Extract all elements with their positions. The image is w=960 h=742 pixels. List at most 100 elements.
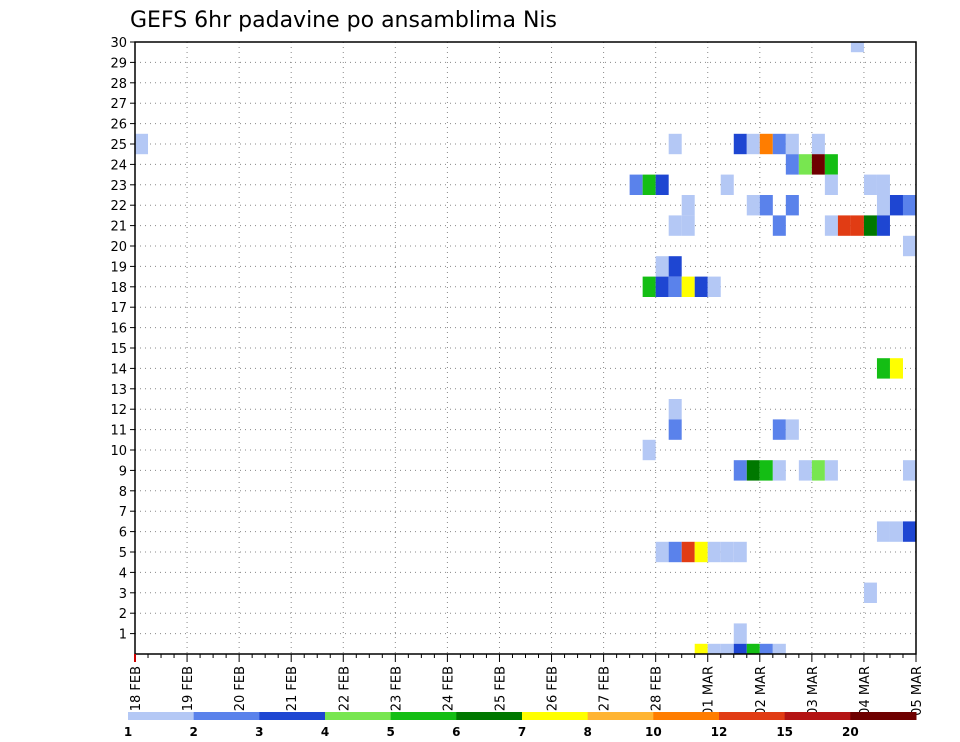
x-tick-label: 19 FEB [181,666,196,711]
x-tick-label: 18 FEB [129,666,144,711]
heatmap-cell [889,521,903,542]
y-tick-label: 7 [119,505,127,520]
legend-label: 7 [518,725,526,739]
heatmap-cell [772,460,786,481]
heatmap-cell [681,195,695,216]
legend-swatch [784,712,851,720]
heatmap-cell [733,133,747,155]
legend-label: 20 [842,725,859,739]
heatmap-cell [707,541,721,563]
y-tick-label: 24 [110,158,127,173]
chart-title: GEFS 6hr padavine po ansamblima Nis [130,8,557,33]
heatmap-cell [707,643,721,654]
heatmap-cell [746,643,760,654]
heatmap-cell [889,358,903,379]
heatmap-cell [668,133,682,155]
y-tick-label: 9 [119,464,127,479]
heatmap-cell [863,215,877,236]
heatmap-cell [811,133,825,155]
heatmap-cell [642,439,656,461]
x-tick-label: 24 FEB [441,666,456,711]
heatmap-cell [863,582,877,603]
heatmap-cell [902,235,916,257]
y-tick-label: 13 [110,383,127,398]
y-tick-label: 2 [119,607,127,622]
legend-swatch [325,712,392,720]
heatmap-cell [135,133,149,155]
heatmap-cell [824,154,838,175]
heatmap-cell [876,174,890,195]
heatmap-cell [772,215,786,236]
heatmap-cell [811,154,825,175]
heatmap-cell [876,215,890,236]
heatmap-cell [902,521,916,542]
legend-swatch [193,712,260,720]
heatmap-cell [668,541,682,563]
y-tick-label: 17 [110,301,127,316]
heatmap-cell [811,460,825,481]
heatmap-cell [694,541,708,563]
x-tick-label: 20 FEB [233,666,248,711]
legend-swatch [390,712,457,720]
legend-swatch [719,712,786,720]
heatmap-cell [759,195,773,216]
x-tick-label: 25 FEB [493,666,508,711]
heatmap-cell [785,133,799,155]
heatmap-cell [889,195,903,216]
y-tick-label: 15 [110,342,127,357]
heatmap-cell [850,42,864,53]
heatmap-cell [733,541,747,563]
heatmap-cell [876,195,890,216]
heatmap-cell [655,174,669,195]
legend-swatch [522,712,589,720]
y-tick-label: 6 [119,526,127,541]
y-tick-label: 21 [110,220,127,235]
heatmap-cell [772,133,786,155]
heatmap-cell [681,215,695,236]
heatmap-cell [668,419,682,440]
x-tick-label: 28 FEB [650,666,665,711]
heatmap-cell [668,399,682,420]
heatmap-cell [746,460,760,481]
heatmap-cell [850,215,864,236]
y-tick-label: 14 [110,362,127,377]
y-tick-label: 5 [119,546,127,561]
y-tick-label: 10 [110,444,127,459]
x-tick-label: 27 FEB [598,666,613,711]
y-tick-label: 30 [110,36,127,51]
y-tick-label: 19 [110,260,127,275]
heatmap-cell [642,174,656,195]
heatmap-cell [759,643,773,654]
legend-label: 15 [776,725,793,739]
x-tick-label: 23 FEB [389,666,404,711]
heatmap-cell [681,541,695,563]
legend-swatch [259,712,326,720]
heatmap-cell [902,460,916,481]
y-tick-label: 23 [110,179,127,194]
heatmap-cell [694,276,708,297]
y-tick-label: 16 [110,322,127,337]
legend-label: 3 [255,725,263,739]
heatmap-cell [642,276,656,297]
heatmap-cell [681,276,695,297]
y-tick-label: 1 [119,628,127,643]
heatmap-cell [863,174,877,195]
heatmap-cell [837,215,851,236]
heatmap-cell [720,643,734,654]
y-tick-label: 26 [110,118,127,133]
heatmap-cell [746,195,760,216]
heatmap-cell [694,643,708,654]
heatmap-cell [655,256,669,277]
y-tick-label: 12 [110,403,127,418]
legend-label: 2 [189,725,197,739]
x-tick-label: 03 MAR [806,666,821,716]
y-tick-label: 27 [110,97,127,112]
y-tick-label: 4 [119,566,127,581]
heatmap-cell [902,195,916,216]
heatmap-cell [720,541,734,563]
heatmap-cell [707,276,721,297]
heatmap-cell [798,154,812,175]
legend-swatch [653,712,720,720]
